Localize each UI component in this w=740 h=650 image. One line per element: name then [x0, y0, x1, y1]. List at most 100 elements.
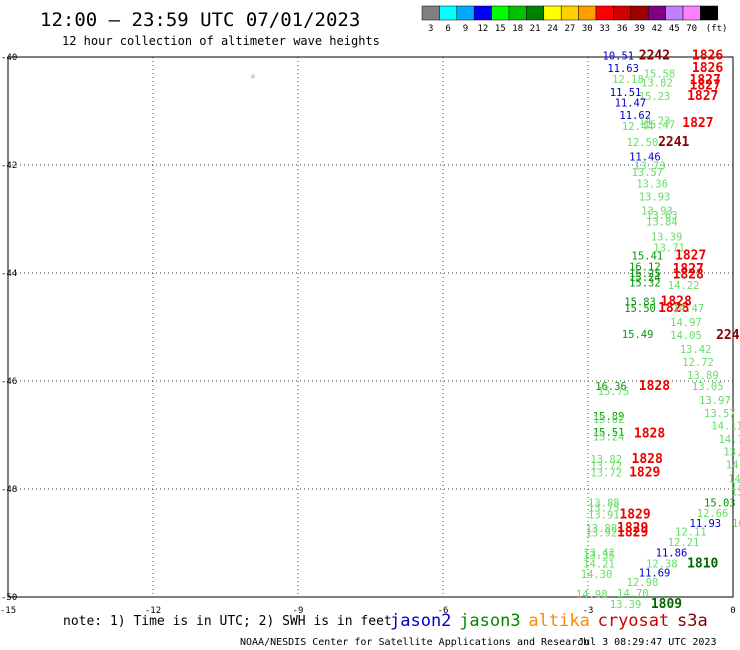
wave-height-label: 13.84 — [646, 216, 678, 228]
wave-height-label: 15.32 — [629, 278, 661, 290]
wave-height-label: 11.47 — [615, 98, 647, 110]
wave-height-label: 15.24 — [593, 431, 625, 443]
x-tick-label: -9 — [293, 606, 304, 616]
y-tick-label: -40 — [1, 53, 17, 63]
wave-height-label: 13.88 — [731, 486, 740, 498]
legend-entry: s3a — [677, 611, 708, 631]
wave-height-label: 12.44 — [622, 121, 654, 133]
color-scale-swatch — [595, 5, 614, 21]
wave-height-label: 14.23 — [639, 116, 671, 128]
wave-height-label: 15.24 — [629, 272, 661, 284]
wave-height-label: 12.98 — [627, 577, 659, 589]
wave-height-label: 11.86 — [656, 548, 688, 560]
wave-height-label: 13.39 — [610, 599, 642, 611]
color-scale-units: (ft) — [706, 24, 728, 34]
wave-height-label: 13.39 — [651, 232, 683, 244]
wave-height-label: 11.51 — [610, 87, 642, 99]
color-scale-swatch — [473, 5, 492, 21]
wave-height-label: 13.99 — [723, 447, 740, 459]
wave-height-label: 15.75 — [598, 386, 630, 398]
pass-time-label: 1826 — [692, 61, 723, 76]
wave-height-label: 14.22 — [668, 280, 700, 292]
wave-height-label: 15.50 — [624, 303, 656, 315]
y-tick-label: -50 — [1, 593, 17, 603]
wave-height-label: 12.18 — [612, 74, 644, 86]
pass-time-label: 1827 — [673, 262, 704, 277]
color-scale-label: 6 — [445, 24, 450, 34]
wave-height-label: 13.82 — [590, 454, 622, 466]
pass-time-label: 1829 — [617, 526, 648, 541]
plot-grid — [7, 56, 734, 598]
wave-height-label: 11.69 — [639, 567, 671, 579]
wave-height-label: 15.51 — [593, 427, 625, 439]
wave-height-label: 12.11 — [675, 526, 707, 538]
x-tick-label: -15 — [0, 606, 16, 616]
wave-height-label: 13.72 — [590, 468, 622, 480]
color-scale-label: 27 — [564, 24, 575, 34]
footer-credit: NOAA/NESDIS Center for Satellite Applica… — [240, 637, 589, 648]
pass-time-label: 1827 — [687, 89, 718, 104]
pass-time-label: 1828 — [639, 379, 670, 394]
pass-time-label: 1828 — [634, 427, 665, 442]
color-scale-swatch — [491, 5, 510, 21]
color-scale-label: 9 — [463, 24, 468, 34]
wave-height-label: 14.05 — [670, 330, 702, 342]
wave-height-label: 13.88 — [586, 523, 618, 535]
wave-height-label: 13.82 — [641, 78, 673, 90]
wave-height-label: 13.57 — [704, 408, 736, 420]
wave-height-label: 14.73 — [726, 459, 740, 471]
wave-height-label: 13.71 — [653, 242, 685, 254]
wave-height-label: 13.75 — [588, 503, 620, 515]
color-scale-label: 15 — [495, 24, 506, 34]
pass-time-label: 1827 — [690, 78, 721, 93]
wave-height-label: 15.25 — [629, 268, 661, 280]
wave-height-label: 11.62 — [619, 110, 651, 122]
color-scale-swatch — [613, 5, 632, 21]
footer-note: note: 1) Time is in UTC; 2) SWH is in fe… — [63, 614, 392, 629]
wave-height-label: 13.42 — [583, 548, 615, 560]
footer-timestamp: Jul 3 08:29:47 UTC 2023 — [578, 637, 716, 648]
wave-height-label: 11.63 — [607, 63, 639, 75]
pass-time-label: 1828 — [632, 452, 663, 467]
color-scale-label: 45 — [669, 24, 680, 34]
color-scale-label: 39 — [634, 24, 645, 34]
wave-height-label: 13.72 — [590, 461, 622, 473]
color-scale-swatch — [526, 5, 545, 21]
color-scale-swatch — [421, 5, 440, 21]
color-scale-swatch — [560, 5, 579, 21]
wave-height-label: 12.21 — [668, 537, 700, 549]
wave-height-label: 11.93 — [690, 518, 722, 530]
pass-time-label: 1829 — [617, 521, 648, 536]
pass-time-label: 2242 — [639, 49, 670, 64]
wave-height-label: 14.30 — [581, 569, 613, 581]
island-outline-mark: ◦ — [250, 72, 256, 83]
wave-height-label: 11.46 — [629, 152, 661, 164]
color-scale-swatch — [700, 5, 719, 21]
wave-height-label: 14.97 — [670, 317, 702, 329]
x-tick-label: -3 — [583, 606, 594, 616]
color-scale-label: 24 — [547, 24, 558, 34]
color-scale-label: 30 — [582, 24, 593, 34]
pass-time-label: 2240 — [716, 328, 740, 343]
color-scale-swatch — [647, 5, 666, 21]
wave-height-label: 14.21 — [583, 558, 615, 570]
wave-height-label: 15.03 — [704, 497, 736, 509]
wave-height-label: 15.83 — [624, 296, 656, 308]
wave-height-label: 15.49 — [622, 329, 654, 341]
wave-height-label: 12.50 — [627, 137, 659, 149]
color-scale-label: 21 — [530, 24, 541, 34]
wave-height-label: 13.73 — [634, 160, 666, 172]
wave-height-label: 13.91 — [588, 510, 620, 522]
pass-time-label: 1829 — [619, 508, 650, 523]
pass-time-label: 1809 — [651, 597, 682, 612]
color-scale-label: 3 — [428, 24, 433, 34]
pass-time-label: 1827 — [690, 73, 721, 88]
color-scale-swatch — [456, 5, 475, 21]
wave-height-label: 13.93 — [641, 206, 673, 218]
wave-height-label: 16.12 — [629, 261, 661, 273]
wave-height-label: 15.58 — [644, 69, 676, 81]
wave-height-label: 13.93 — [639, 192, 671, 204]
wave-height-label: 15.82 — [593, 414, 625, 426]
